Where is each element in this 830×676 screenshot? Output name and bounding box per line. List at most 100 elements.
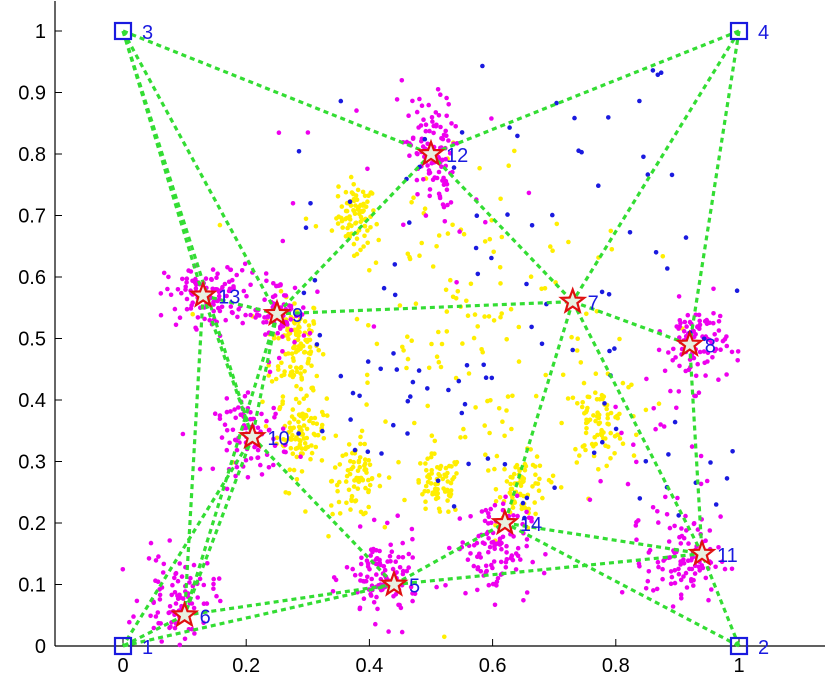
- data-point: [668, 569, 674, 574]
- data-point: [542, 286, 548, 291]
- data-point: [427, 187, 433, 192]
- data-point: [292, 301, 297, 306]
- data-point: [472, 312, 478, 317]
- data-point: [131, 614, 136, 619]
- data-point: [425, 163, 430, 168]
- data-point: [591, 413, 596, 418]
- data-point: [280, 401, 285, 407]
- data-point: [316, 347, 322, 353]
- data-point: [453, 375, 459, 381]
- edge-line: [121, 30, 254, 438]
- data-point: [510, 393, 515, 399]
- data-point: [711, 286, 716, 292]
- data-point: [474, 213, 480, 218]
- data-point: [425, 403, 431, 409]
- data-point: [345, 225, 350, 231]
- data-point: [255, 447, 261, 453]
- data-point: [442, 634, 447, 640]
- data-point: [210, 267, 216, 272]
- data-point: [599, 289, 605, 295]
- data-point: [299, 469, 305, 474]
- data-point: [293, 330, 299, 336]
- data-point: [332, 465, 338, 470]
- data-point: [313, 224, 319, 229]
- data-point: [188, 575, 193, 581]
- data-point: [481, 362, 487, 368]
- data-point: [679, 533, 685, 539]
- data-point: [344, 500, 349, 506]
- data-point: [188, 269, 194, 274]
- data-point: [682, 319, 688, 325]
- data-point: [449, 464, 454, 469]
- data-point: [307, 330, 313, 336]
- data-point: [672, 580, 678, 586]
- data-point: [214, 593, 219, 599]
- data-point: [685, 558, 691, 563]
- edge-line: [571, 300, 704, 555]
- data-point: [293, 349, 299, 355]
- data-point: [483, 375, 489, 381]
- data-point: [276, 355, 282, 361]
- data-point: [696, 564, 701, 570]
- x-tick-label: 0.6: [479, 655, 507, 676]
- estimated-node-star-12: [416, 138, 446, 167]
- data-point: [227, 440, 232, 446]
- data-point: [596, 183, 601, 188]
- data-point: [263, 424, 269, 429]
- data-point: [241, 288, 247, 294]
- edge-line: [121, 436, 254, 647]
- data-point: [503, 565, 509, 570]
- data-point: [287, 467, 293, 473]
- data-point: [156, 554, 161, 559]
- data-point: [422, 136, 428, 142]
- data-point: [497, 536, 503, 541]
- data-point: [134, 598, 140, 604]
- data-point: [522, 505, 528, 511]
- data-point: [565, 396, 571, 401]
- edge-line: [572, 300, 691, 347]
- edge-line: [393, 552, 703, 587]
- data-point: [451, 165, 457, 170]
- data-point: [148, 613, 153, 619]
- data-point: [570, 347, 575, 353]
- data-point: [264, 278, 269, 284]
- data-point: [273, 376, 279, 382]
- data-point: [455, 289, 461, 294]
- data-point: [361, 201, 366, 207]
- data-point: [235, 314, 240, 320]
- data-point: [368, 591, 373, 597]
- data-point: [334, 482, 340, 488]
- data-point: [491, 559, 497, 564]
- data-point: [504, 337, 510, 342]
- data-point: [466, 371, 472, 376]
- data-point: [301, 350, 307, 355]
- data-point: [156, 620, 161, 626]
- data-point: [353, 203, 358, 208]
- data-point: [345, 468, 351, 473]
- data-point: [289, 436, 294, 442]
- data-point: [410, 555, 416, 560]
- data-point: [190, 300, 195, 306]
- data-point: [661, 424, 667, 429]
- data-point: [298, 386, 304, 392]
- data-point: [449, 121, 454, 126]
- data-point: [634, 432, 639, 438]
- data-point: [606, 115, 611, 120]
- data-point: [330, 589, 336, 594]
- data-point: [288, 327, 294, 333]
- data-point: [441, 182, 447, 187]
- data-point: [446, 509, 451, 514]
- data-point: [479, 509, 485, 514]
- data-point: [336, 184, 341, 189]
- data-point: [356, 204, 362, 210]
- data-point: [499, 546, 504, 552]
- data-point: [670, 358, 675, 363]
- data-point: [248, 410, 253, 415]
- data-point: [439, 157, 445, 163]
- data-point: [729, 566, 735, 572]
- data-point: [371, 517, 377, 523]
- data-point: [184, 306, 190, 312]
- data-point: [426, 365, 432, 371]
- data-point: [310, 420, 316, 426]
- data-point: [291, 467, 297, 473]
